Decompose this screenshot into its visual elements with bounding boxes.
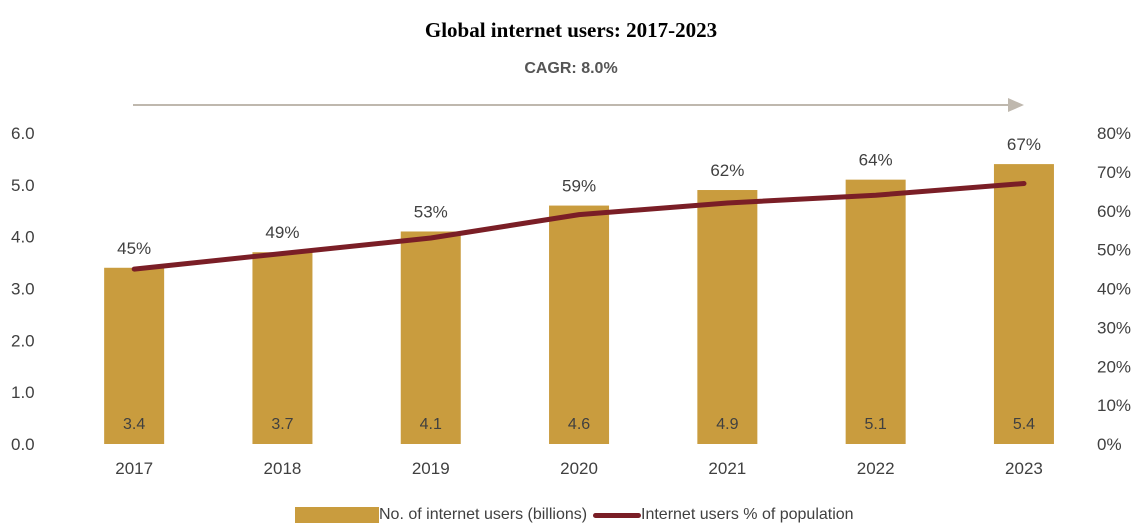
percent-value-label: 64% [859,151,893,170]
x-tick-label: 2019 [412,459,450,478]
legend-label-users: No. of internet users (billions) [379,506,588,523]
right-axis-ticks: 0% 10% 20% 30% 40% 50% 60% 70% 80% [1097,124,1131,454]
bar-value-label: 4.1 [420,416,442,433]
right-tick-label: 30% [1097,318,1131,337]
right-tick-label: 70% [1097,163,1131,182]
percent-value-label: 62% [710,161,744,180]
bar-value-label: 5.4 [1013,416,1035,433]
x-tick-label: 2018 [264,459,302,478]
left-tick-label: 5.0 [11,176,35,195]
left-tick-label: 4.0 [11,228,35,247]
bar-value-label: 3.4 [123,416,145,433]
left-tick-label: 1.0 [11,383,35,402]
legend-item-percent: Internet users % of population [593,506,854,524]
x-tick-label: 2022 [857,459,895,478]
right-tick-label: 0% [1097,435,1122,454]
right-tick-label: 20% [1097,357,1131,376]
bar-value-label: 4.6 [568,416,590,433]
line-series [131,181,1027,272]
line-percent-population [131,181,1027,272]
bar-value-label: 4.9 [716,416,738,433]
x-tick-label: 2021 [708,459,746,478]
left-tick-label: 0.0 [11,435,35,454]
right-tick-label: 50% [1097,241,1131,260]
x-tick-label: 2020 [560,459,598,478]
legend-item-users: No. of internet users (billions) [295,506,587,524]
x-tick-label: 2023 [1005,459,1043,478]
right-tick-label: 10% [1097,396,1131,415]
data-labels: 3.4 3.7 4.1 4.6 4.9 5.1 5.4 45% 49% 53% 59% 62% 64% 6… [117,135,1041,433]
bar-2018 [252,252,313,444]
percent-value-label: 59% [562,177,596,196]
left-tick-label: 2.0 [11,331,35,350]
legend-swatch-bar [295,507,379,523]
percent-value-label: 53% [414,202,448,221]
percent-value-label: 49% [265,223,299,242]
bar-2019 [400,231,461,444]
left-tick-label: 3.0 [11,280,35,299]
bar-series [104,164,1054,444]
right-tick-label: 60% [1097,202,1131,221]
cagr-annotation: CAGR: 8.0% [524,60,618,77]
combo-chart: 0.0 1.0 2.0 3.0 4.0 5.0 6.0 0% 10% 20% 30% 40% 50% 6… [11,98,1131,478]
x-axis-ticks: 2017 2018 2019 2020 2021 2022 2023 [115,459,1043,478]
legend: No. of internet users (billions) Interne… [0,506,1142,526]
left-tick-label: 6.0 [11,124,35,143]
percent-value-label: 45% [117,239,151,258]
bar-2017 [104,267,165,444]
bar-2022 [845,179,906,444]
left-axis-ticks: 0.0 1.0 2.0 3.0 4.0 5.0 6.0 [11,124,35,454]
right-tick-label: 80% [1097,124,1131,143]
bar-2020 [549,205,610,444]
bar-value-label: 5.1 [865,416,887,433]
right-tick-label: 40% [1097,280,1131,299]
bar-2023 [993,164,1054,444]
bar-2021 [697,190,758,444]
chart-title: Global internet users: 2017-2023 [424,18,718,42]
percent-value-label: 67% [1007,135,1041,154]
legend-swatch-line [593,512,641,518]
cagr-arrowhead [1008,98,1024,112]
bar-value-label: 3.7 [271,416,293,433]
x-tick-label: 2017 [115,459,153,478]
legend-label-percent: Internet users % of population [641,506,854,523]
